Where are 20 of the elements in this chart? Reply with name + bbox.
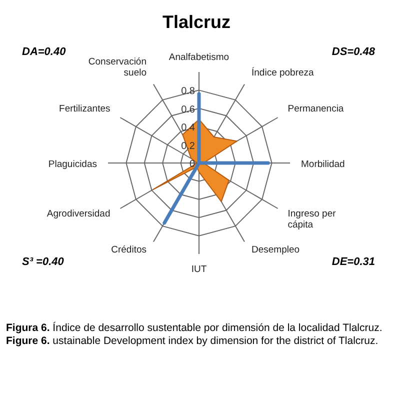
spoke-label: Desempleo: [252, 244, 300, 256]
spoke-label: Créditos: [111, 244, 147, 256]
text: S³ =0.40: [22, 256, 64, 268]
spoke-label: Agrodiversidad: [46, 208, 110, 220]
text: Figura 6. Índice de desarrollo sustentable por dimensión de la localidad Tlalcruz.: [6, 322, 382, 334]
text: DE=0.31: [332, 256, 375, 268]
spoke-label: IUT: [191, 264, 207, 275]
spoke-label: Permanencia: [288, 104, 344, 114]
spoke-label: Ingreso per cápita: [288, 208, 336, 230]
spoke-label: Fertilizantes: [59, 104, 111, 114]
caption: Figure 6. ustainable Development index by dimension for the district of Tlalcruz.: [6, 335, 378, 347]
text: DS=0.48: [332, 46, 375, 58]
chart-title: Tlalcruz: [161, 12, 232, 33]
spoke-label: Plaguicidas: [48, 159, 98, 170]
y-tick-label: 0: [189, 159, 196, 170]
spoke-label: Analfabetismo: [168, 52, 230, 63]
spoke-label: Conservación suelo: [88, 56, 146, 78]
spoke-label: Índice pobreza: [252, 66, 315, 78]
spoke-label: Morbilidad: [301, 159, 345, 170]
text: DA=0.40: [22, 46, 66, 58]
